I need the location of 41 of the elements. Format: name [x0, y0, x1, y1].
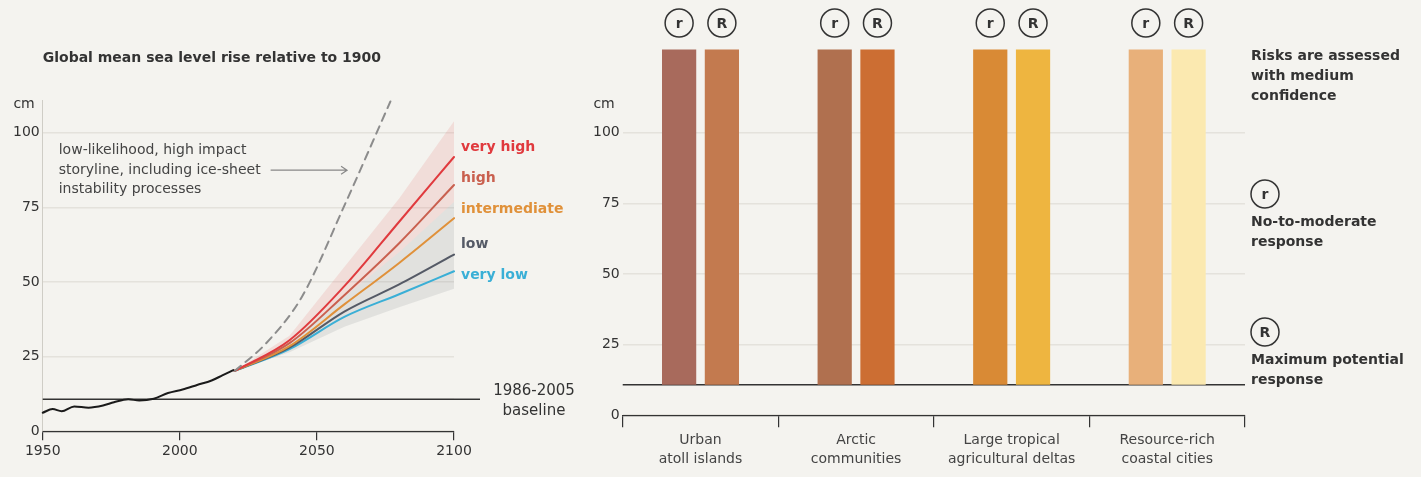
x-tick-label: Large tropical agricultural deltas: [947, 431, 1076, 467]
text: r: [831, 14, 839, 31]
text: r: [986, 14, 994, 31]
x-tick-label: Arctic communities: [810, 431, 902, 467]
x-tick-label: 2050: [299, 442, 335, 459]
series-label: high: [461, 168, 496, 185]
text: Maximum potential response: [1251, 350, 1404, 387]
text: No-to-moderate response: [1251, 212, 1377, 249]
y-tick-label: 0: [30, 421, 40, 438]
chart-title: Global mean sea level rise relative to 1900: [42, 48, 382, 65]
annotation: low-likelihood, high impact storyline, including ice-sheet instability processes: [58, 141, 262, 197]
x-tick-label: Urban atoll islands: [658, 431, 743, 467]
y-axis-title: cm: [13, 95, 35, 112]
text: R: [1259, 323, 1271, 340]
y-tick-label: 100: [592, 123, 620, 140]
x-tick-label: 2100: [436, 442, 472, 459]
series-label: r: [675, 14, 683, 31]
y-tick-label: 50: [601, 264, 620, 281]
y-tick-label: 100: [12, 123, 40, 140]
x-tick-label: 1950: [24, 442, 61, 459]
x-tick-label: Resource-rich coastal cities: [1119, 431, 1215, 467]
series-label: intermediate: [461, 199, 564, 216]
y-tick-label: 25: [601, 335, 620, 352]
text: R: [1027, 14, 1039, 31]
text: R: [1183, 14, 1194, 31]
y-tick-label: 50: [21, 272, 40, 289]
y-axis-title: cm: [593, 95, 615, 112]
ref-line-label: 1986-2005 baseline: [493, 380, 575, 419]
y-tick-label: 0: [610, 405, 620, 422]
series-label: R: [716, 14, 728, 31]
x-tick-label: 2000: [161, 442, 198, 459]
text: r: [1142, 14, 1150, 31]
text: r: [1261, 185, 1269, 202]
y-tick-label: 25: [21, 347, 40, 364]
y-tick-label: 75: [601, 193, 620, 210]
series-label: very high: [461, 137, 536, 154]
series-label: low: [461, 235, 489, 252]
text: R: [872, 14, 883, 31]
y-tick-label: 75: [21, 198, 40, 215]
text: Risks are assessed with medium confidence: [1251, 46, 1400, 103]
series-label: very low: [461, 266, 528, 283]
